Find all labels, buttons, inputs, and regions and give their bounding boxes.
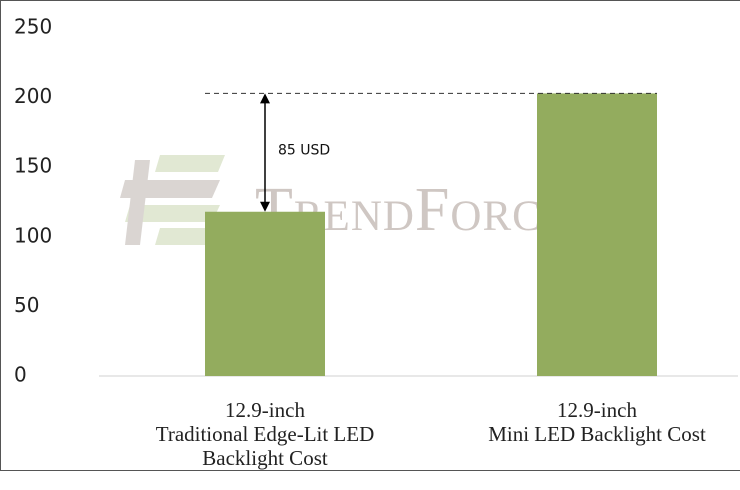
x-tick-label: 12.9-inch Traditional Edge-Lit LED Backl…: [155, 398, 375, 470]
y-tick-label: 200: [14, 84, 52, 108]
y-tick-label: 100: [14, 223, 52, 247]
bar: [537, 93, 657, 376]
annotation: 85 USD: [278, 143, 330, 159]
y-tick-label: 0: [14, 363, 27, 387]
x-tick-label: 12.9-inch Mini LED Backlight Cost: [488, 398, 706, 446]
arrow-head: [260, 93, 270, 104]
y-tick-label: 50: [14, 293, 39, 317]
y-tick-label: 150: [14, 154, 52, 178]
arrow-head: [260, 201, 270, 212]
frame: [0, 0, 740, 471]
y-tick-label: 250: [14, 15, 52, 39]
watermark-logo: [120, 155, 225, 245]
bar: [205, 211, 325, 376]
